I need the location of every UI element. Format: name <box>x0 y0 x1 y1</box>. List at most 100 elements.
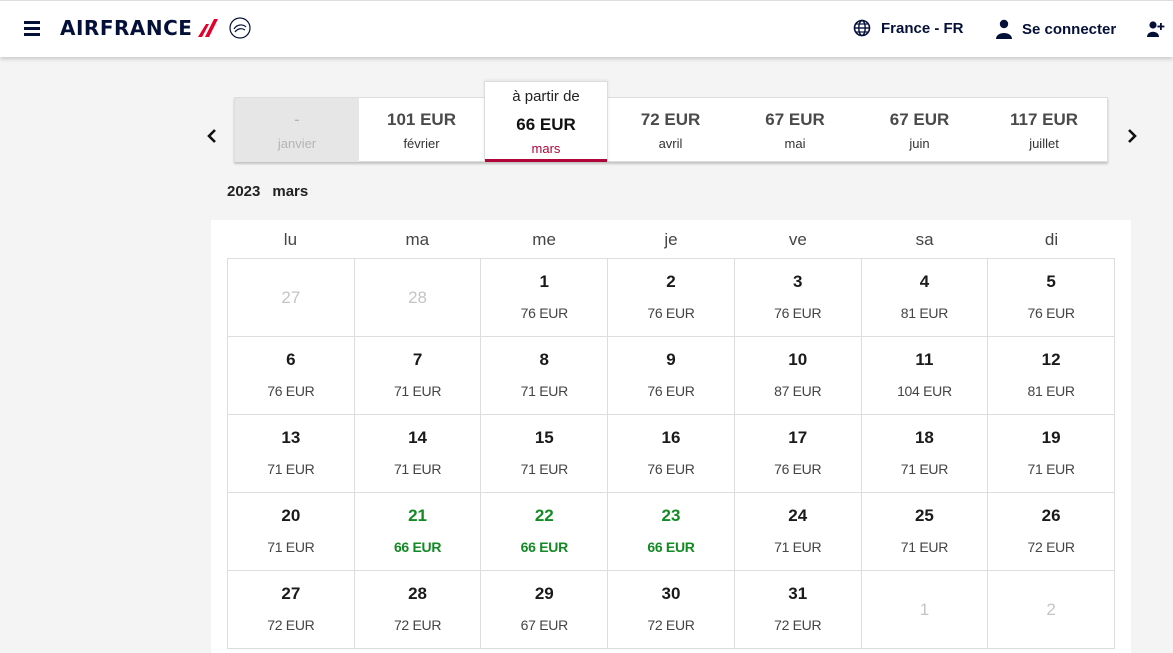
day-number: 24 <box>788 506 808 525</box>
day-price: 71 EUR <box>393 461 442 477</box>
calendar-day-cell[interactable]: 13 71 EUR <box>228 415 355 493</box>
day-price: 71 EUR <box>900 539 949 555</box>
day-number: 11 <box>915 350 934 369</box>
login-button[interactable]: Se connecter <box>996 19 1116 39</box>
day-price: 76 EUR <box>520 305 569 321</box>
calendar-day-cell[interactable]: 7 71 EUR <box>354 337 482 415</box>
day-price: 76 EUR <box>647 305 695 321</box>
day-number: 19 <box>1041 428 1061 447</box>
calendar-day-cell[interactable]: 9 76 EUR <box>608 337 735 415</box>
month-label: mai <box>784 136 806 151</box>
calendar-day-cell[interactable]: 2 76 EUR <box>608 259 735 337</box>
calendar-day-cell[interactable]: 20 71 EUR <box>228 493 355 571</box>
day-number: 7 <box>412 350 423 369</box>
day-number: 17 <box>788 428 808 447</box>
day-number: 1 <box>539 272 550 291</box>
day-price: 76 EUR <box>647 461 695 477</box>
price-calendar: lu ma me je ve sa di 27 28 1 76 EUR 2 76 EUR 3… <box>211 220 1131 653</box>
previous-month-arrow-icon[interactable] <box>204 126 220 146</box>
day-price: 76 EUR <box>647 383 695 399</box>
day-price: 71 EUR <box>520 461 569 477</box>
calendar-day-cell[interactable]: 27 72 EUR <box>228 571 355 649</box>
day-number: 31 <box>788 584 808 603</box>
skyteam-seal-icon <box>229 17 252 39</box>
next-month-arrow-icon[interactable] <box>1124 126 1140 146</box>
day-number: 16 <box>661 428 681 447</box>
day-number: 25 <box>914 506 934 525</box>
day-number: 10 <box>788 350 808 369</box>
calendar-day-cell[interactable]: 26 72 EUR <box>988 493 1115 571</box>
day-number: 12 <box>1041 350 1061 369</box>
day-price: 71 EUR <box>267 461 315 477</box>
airfrance-logo[interactable]: AIRFRANCE <box>60 16 252 40</box>
calendar-day-cell[interactable]: 22 66 EUR <box>481 493 609 571</box>
day-price: 104 EUR <box>897 383 952 399</box>
month-tab-mai[interactable]: 67 EUR mai <box>733 98 857 162</box>
calendar-day-cell[interactable]: 1 76 EUR <box>481 259 609 337</box>
month-tab-avril[interactable]: 72 EUR avril <box>609 98 733 162</box>
month-tab-fevrier[interactable]: 101 EUR février <box>360 98 484 162</box>
month-tab-juin[interactable]: 67 EUR juin <box>858 98 982 162</box>
calendar-day-cell[interactable]: 21 66 EUR <box>354 493 482 571</box>
month-price: 72 EUR <box>640 110 701 129</box>
language-label: France - FR <box>881 19 964 37</box>
calendar-day-cell[interactable]: 15 71 EUR <box>481 415 609 493</box>
language-selector[interactable]: France - FR <box>853 19 964 37</box>
day-price: 66 EUR <box>647 539 695 555</box>
weekday-label: ve <box>788 230 807 249</box>
calendar-day-cell[interactable]: 18 71 EUR <box>861 415 989 493</box>
calendar-day-cell[interactable]: 11 104 EUR <box>861 337 989 415</box>
month-tab-mars[interactable]: à partir de 66 EUR mars <box>484 81 608 162</box>
day-number: 23 <box>661 506 681 525</box>
month-label: janvier <box>277 136 317 151</box>
day-number: 4 <box>919 272 930 291</box>
calendar-day-cell[interactable]: 10 87 EUR <box>734 337 862 415</box>
calendar-day-cell[interactable]: 24 71 EUR <box>734 493 862 571</box>
month-tabs: - janvier 101 EUR février à partir de 66… <box>234 81 1108 162</box>
day-price: 76 EUR <box>774 305 822 321</box>
calendar-day-cell[interactable]: 14 71 EUR <box>354 415 482 493</box>
calendar-day-cell[interactable]: 25 71 EUR <box>861 493 989 571</box>
weekday-label: ma <box>405 230 430 249</box>
calendar-day-cell[interactable]: 6 76 EUR <box>228 337 355 415</box>
month-tab-juillet[interactable]: 117 EUR juillet <box>982 98 1106 162</box>
month-price: 101 EUR <box>387 110 456 129</box>
calendar-day-cell[interactable]: 5 76 EUR <box>988 259 1115 337</box>
price-prefix: à partir de <box>512 88 580 105</box>
calendar-day-cell[interactable]: 16 76 EUR <box>608 415 735 493</box>
day-price: 76 EUR <box>1027 305 1076 321</box>
day-number: 6 <box>286 350 296 369</box>
calendar-day-cell[interactable]: 8 71 EUR <box>481 337 609 415</box>
calendar-day-cell[interactable]: 30 72 EUR <box>608 571 735 649</box>
month-label: février <box>403 136 440 151</box>
calendar-day-cell[interactable]: 17 76 EUR <box>734 415 862 493</box>
add-user-icon[interactable] <box>1147 20 1165 38</box>
day-number: 13 <box>281 428 301 447</box>
calendar-day-cell[interactable]: 23 66 EUR <box>608 493 735 571</box>
calendar-day-cell[interactable]: 19 71 EUR <box>988 415 1115 493</box>
menu-icon[interactable] <box>24 21 40 36</box>
day-number: 8 <box>539 350 550 369</box>
calendar-day-cell: 28 <box>354 259 482 337</box>
weekday-header: lu ma me je ve sa di <box>227 230 1115 258</box>
day-price: 76 EUR <box>267 383 315 399</box>
active-tab-indicator <box>485 159 607 162</box>
calendar-day-cell[interactable]: 4 81 EUR <box>861 259 989 337</box>
calendar-day-cell[interactable]: 31 72 EUR <box>734 571 862 649</box>
calendar-day-cell[interactable]: 29 67 EUR <box>481 571 609 649</box>
day-number: 26 <box>1041 506 1061 525</box>
day-price: 81 EUR <box>1027 383 1076 399</box>
calendar-day-cell[interactable]: 12 81 EUR <box>988 337 1115 415</box>
day-number: 28 <box>408 584 428 603</box>
day-number: 29 <box>534 584 554 603</box>
day-number: 2 <box>1046 600 1056 619</box>
weekday-label: lu <box>283 230 298 249</box>
day-price: 67 EUR <box>520 617 569 633</box>
selected-year: 2023 <box>227 183 261 200</box>
calendar-day-cell[interactable]: 28 72 EUR <box>354 571 482 649</box>
month-label: juillet <box>1029 136 1059 151</box>
day-number: 1 <box>919 600 930 619</box>
day-price: 81 EUR <box>900 305 949 321</box>
day-number: 28 <box>408 288 428 307</box>
calendar-day-cell[interactable]: 3 76 EUR <box>734 259 862 337</box>
